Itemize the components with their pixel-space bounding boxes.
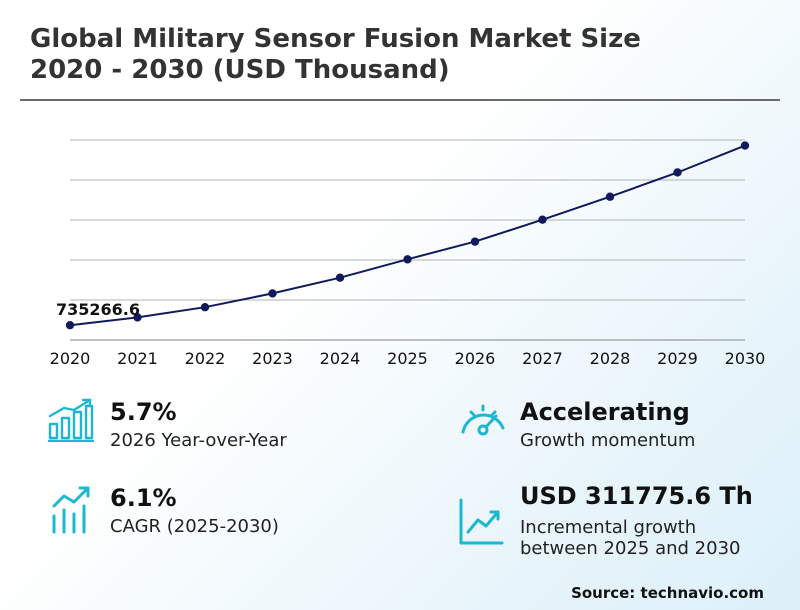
- title-divider: [20, 99, 780, 101]
- x-tick-label: 2023: [252, 349, 293, 368]
- data-point: [200, 303, 210, 312]
- stat-value: 5.7%: [110, 398, 177, 426]
- x-tick-label: 2020: [50, 349, 91, 368]
- bar-growth-icon: [48, 398, 94, 442]
- data-label: 735266.6: [56, 300, 140, 319]
- x-tick-label: 2029: [657, 349, 698, 368]
- stat-yoy: 5.7% 2026 Year-over-Year: [48, 398, 368, 458]
- data-point: [538, 215, 547, 224]
- x-tick-label: 2026: [455, 349, 496, 368]
- x-tick-label: 2022: [185, 349, 226, 368]
- x-tick-label: 2027: [522, 349, 563, 368]
- data-point: [133, 313, 142, 322]
- data-point: [740, 141, 750, 150]
- x-tick-label: 2028: [590, 349, 631, 368]
- data-point: [65, 320, 75, 330]
- source-credit: Source: technavio.com: [571, 584, 764, 602]
- data-point: [268, 289, 277, 298]
- x-tick-label: 2021: [117, 349, 158, 368]
- data-point: [605, 192, 615, 201]
- chart-title: Global Military Sensor Fusion Market Siz…: [30, 24, 641, 85]
- stat-value: Accelerating: [520, 398, 690, 426]
- x-tick-label: 2025: [387, 349, 428, 368]
- stat-label: CAGR (2025-2030): [110, 516, 279, 537]
- x-tick-label: 2024: [320, 349, 361, 368]
- data-point: [673, 168, 682, 177]
- data-point: [335, 273, 345, 282]
- x-tick-label: 2030: [725, 349, 766, 368]
- stat-momentum: Accelerating Growth momentum: [458, 398, 788, 458]
- stat-label: 2026 Year-over-Year: [110, 430, 287, 451]
- stat-label: Growth momentum: [520, 430, 696, 451]
- stat-cagr: 6.1% CAGR (2025-2030): [48, 484, 368, 544]
- stat-value: USD 311775.6 Th: [520, 482, 753, 510]
- data-point: [403, 255, 412, 264]
- series-line: [69, 144, 746, 327]
- chart-trend-icon: [459, 498, 504, 545]
- stat-label: Incremental growth between 2025 and 2030: [520, 517, 741, 559]
- gauge-icon: [461, 404, 505, 436]
- stat-value: 6.1%: [110, 484, 177, 512]
- line-chart: 2020 2021 2022 2023 2024 2025 2026 2027 2028 2029…: [50, 139, 766, 368]
- data-point: [470, 237, 480, 246]
- stat-incremental: USD 311775.6 Th Incremental growth betwe…: [458, 482, 798, 562]
- trend-bars-icon: [52, 486, 90, 534]
